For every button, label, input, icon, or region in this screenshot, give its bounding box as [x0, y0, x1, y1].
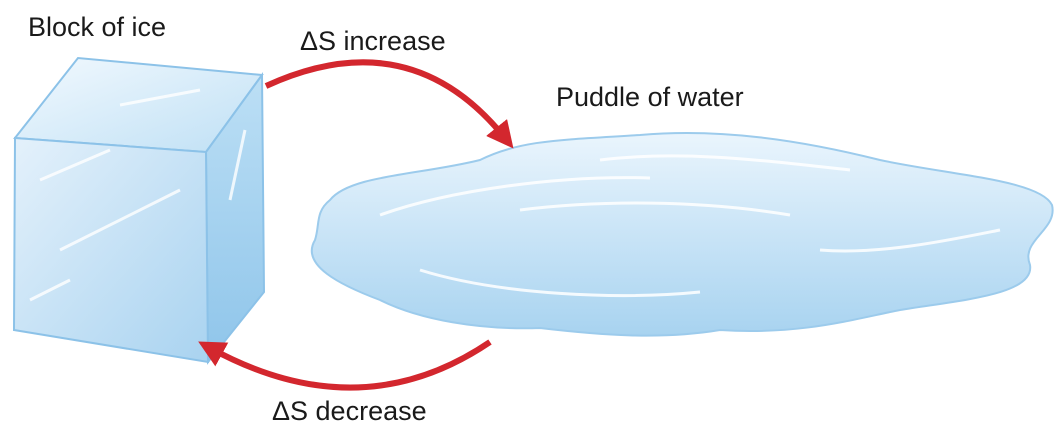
arrow-decrease: [210, 342, 490, 388]
label-decrease: ΔS decrease: [272, 396, 427, 426]
puddle: [312, 133, 1053, 336]
ice-cube: [14, 58, 264, 362]
label-ice: Block of ice: [28, 12, 166, 42]
label-water: Puddle of water: [556, 82, 744, 112]
arrow-increase: [266, 62, 505, 138]
diagram: Block of ice ΔS increase Puddle of water…: [0, 0, 1059, 432]
label-increase: ΔS increase: [300, 26, 446, 56]
